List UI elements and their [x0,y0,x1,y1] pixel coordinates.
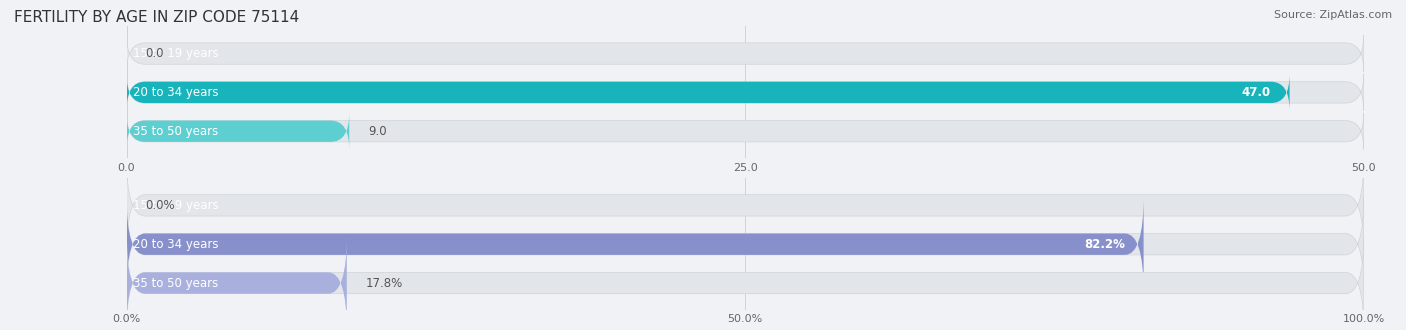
FancyBboxPatch shape [127,236,347,330]
Text: 17.8%: 17.8% [366,277,402,289]
Text: 9.0: 9.0 [368,125,387,138]
Text: 47.0: 47.0 [1241,86,1271,99]
Text: 0.0%: 0.0% [145,199,174,212]
FancyBboxPatch shape [127,113,1364,150]
FancyBboxPatch shape [127,158,1364,253]
Text: FERTILITY BY AGE IN ZIP CODE 75114: FERTILITY BY AGE IN ZIP CODE 75114 [14,10,299,25]
FancyBboxPatch shape [127,197,1143,292]
Text: 20 to 34 years: 20 to 34 years [132,238,218,251]
Text: 82.2%: 82.2% [1084,238,1125,251]
FancyBboxPatch shape [127,236,1364,330]
Text: 15 to 19 years: 15 to 19 years [132,199,218,212]
Text: 35 to 50 years: 35 to 50 years [132,125,218,138]
Text: 35 to 50 years: 35 to 50 years [132,277,218,289]
FancyBboxPatch shape [127,113,349,150]
FancyBboxPatch shape [127,35,1364,72]
FancyBboxPatch shape [127,74,1364,111]
FancyBboxPatch shape [127,197,1364,292]
Text: 0.0: 0.0 [145,47,163,60]
Text: 15 to 19 years: 15 to 19 years [132,47,218,60]
Text: 20 to 34 years: 20 to 34 years [132,86,218,99]
FancyBboxPatch shape [127,74,1289,111]
Text: Source: ZipAtlas.com: Source: ZipAtlas.com [1274,10,1392,20]
